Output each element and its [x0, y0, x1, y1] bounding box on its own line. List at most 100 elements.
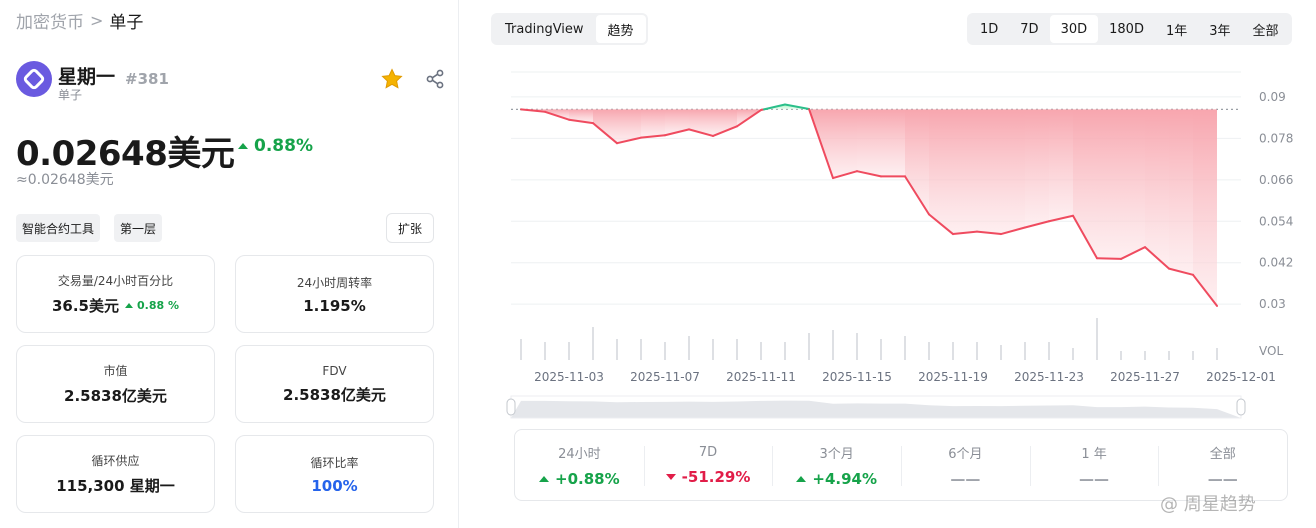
- area-below-baseline: [1121, 109, 1145, 259]
- favorite-star-icon[interactable]: [380, 67, 404, 91]
- area-below-baseline: [929, 109, 953, 235]
- price-line-segment: [1192, 273, 1218, 307]
- performance-stats: 24小时 +0.88% 7D -51.29% 3个月 +4.94% 6个月 —— 1 年 —— 全部…: [514, 429, 1288, 501]
- volume-bar: [1216, 348, 1218, 360]
- stat-value-text: +0.88%: [555, 469, 620, 488]
- volume-bar: [544, 342, 546, 360]
- card-value: 2.5838亿美元: [64, 387, 167, 405]
- tab-trend[interactable]: 趋势: [595, 15, 646, 43]
- stat-value-text: ——: [950, 469, 981, 488]
- price-line-segment: [1000, 226, 1026, 236]
- price-chart[interactable]: 0.09 0.078 0.066 0.054 0.042 0.03 VOL 2025-11-0…: [459, 60, 1309, 425]
- tab-tradingview[interactable]: TradingView: [505, 21, 584, 37]
- fdv-card: FDV 2.5838亿美元: [235, 345, 434, 423]
- volume-bar: [616, 339, 618, 360]
- breadcrumb-home[interactable]: 加密货币: [16, 13, 84, 33]
- up-arrow-icon: [238, 143, 248, 149]
- volume-bar: [520, 339, 522, 360]
- y-tick-label: 0.03: [1259, 297, 1286, 311]
- navigator-handle[interactable]: [1236, 398, 1246, 416]
- stat-value-text: +4.94%: [812, 469, 877, 488]
- x-tick-label: 2025-11-19: [918, 370, 988, 384]
- area-below-baseline: [593, 109, 617, 144]
- volume-bar: [1096, 318, 1098, 360]
- panel-divider: [458, 0, 459, 528]
- range-1d[interactable]: 1D: [980, 21, 999, 37]
- volume-bar: [832, 330, 834, 360]
- volume-bar: [976, 342, 978, 360]
- x-tick-label: 2025-11-07: [630, 370, 700, 384]
- range-30d[interactable]: 30D: [1049, 15, 1099, 43]
- range-7d[interactable]: 7D: [1020, 21, 1039, 37]
- stat-item: 24小时 +0.88%: [515, 430, 644, 500]
- breadcrumb-current: 单子: [109, 13, 144, 33]
- range-180d[interactable]: 180D: [1109, 21, 1144, 37]
- volume-bar: [640, 339, 642, 360]
- up-arrow-icon: [125, 303, 133, 308]
- share-icon[interactable]: [424, 68, 446, 90]
- volume-bar: [1024, 342, 1026, 360]
- stat-label: 全部: [1209, 446, 1236, 462]
- volume-bar: [664, 342, 666, 360]
- down-arrow-icon: [665, 473, 676, 480]
- breadcrumb-separator: >: [90, 11, 104, 30]
- chart-type-tabs: TradingView 趋势: [491, 13, 648, 45]
- card-value: 115,300 星期一: [56, 477, 175, 495]
- expand-button[interactable]: 扩张: [386, 213, 434, 243]
- volume-bar: [1192, 351, 1194, 360]
- price-line-segment: [904, 175, 930, 216]
- area-below-baseline: [833, 109, 857, 179]
- circulating-supply-card: 循环供应 115,300 星期一: [16, 435, 215, 513]
- range-all[interactable]: 全部: [1252, 23, 1279, 39]
- price-line-segment: [1072, 214, 1098, 260]
- navigator-area: [511, 400, 1241, 418]
- price-line-segment: [1120, 246, 1146, 260]
- volume-change-value: 0.88 %: [137, 299, 179, 312]
- stat-label: 7D: [698, 444, 718, 460]
- card-value: 1.195%: [303, 296, 366, 315]
- price-line-segment: [664, 128, 690, 137]
- volume-value: 36.5美元: [51, 297, 119, 315]
- volume-bar: [928, 342, 930, 360]
- coin-info-panel: 加密货币 > 单子 星期一 #381 单子 0.02648: [0, 0, 452, 528]
- stat-value: -51.29%: [665, 468, 750, 486]
- y-tick-label: 0.066: [1259, 173, 1293, 187]
- tag-layer-one[interactable]: 第一层: [114, 214, 163, 242]
- y-tick-label: 0.042: [1259, 256, 1293, 270]
- stat-value: ——: [1079, 470, 1109, 488]
- card-value: 36.5美元 0.88 %: [52, 295, 179, 316]
- price-line-segment: [808, 108, 834, 180]
- range-1y[interactable]: 1年: [1165, 23, 1188, 39]
- x-tick-label: 2025-11-27: [1110, 370, 1180, 384]
- area-below-baseline: [881, 109, 905, 177]
- volume-bar: [688, 336, 690, 360]
- area-below-baseline: [1001, 109, 1025, 235]
- area-below-baseline: [1145, 109, 1169, 269]
- stat-value: ——: [1208, 470, 1238, 488]
- volume-bar: [808, 333, 810, 360]
- volume-bar: [904, 336, 906, 360]
- area-below-baseline: [1025, 109, 1049, 228]
- price-change-value: 0.88%: [254, 136, 313, 156]
- tag-smart-contract[interactable]: 智能合约工具: [16, 214, 101, 242]
- navigator-handle[interactable]: [506, 398, 516, 416]
- stat-label: 24小时: [558, 446, 601, 462]
- area-below-baseline: [1097, 109, 1121, 259]
- circulating-ratio-card: 循环比率 100%: [235, 435, 434, 513]
- turnover-card: 24小时周转率 1.195%: [235, 255, 434, 333]
- coin-name: 星期一: [58, 66, 116, 88]
- volume-card: 交易量/24小时百分比 36.5美元 0.88 %: [16, 255, 215, 333]
- price-line-segment: [520, 108, 546, 113]
- area-below-baseline: [641, 109, 665, 138]
- area-below-baseline: [1169, 109, 1193, 275]
- up-arrow-icon: [539, 475, 550, 482]
- area-below-baseline: [713, 109, 737, 136]
- volume-bar: [1144, 351, 1146, 360]
- price-line-segment: [640, 134, 666, 139]
- y-tick-label: 0.09: [1259, 90, 1286, 104]
- price-line-segment: [736, 109, 762, 128]
- price-change: 0.88%: [238, 136, 313, 156]
- area-below-baseline: [1073, 109, 1097, 259]
- range-3y[interactable]: 3年: [1209, 23, 1231, 39]
